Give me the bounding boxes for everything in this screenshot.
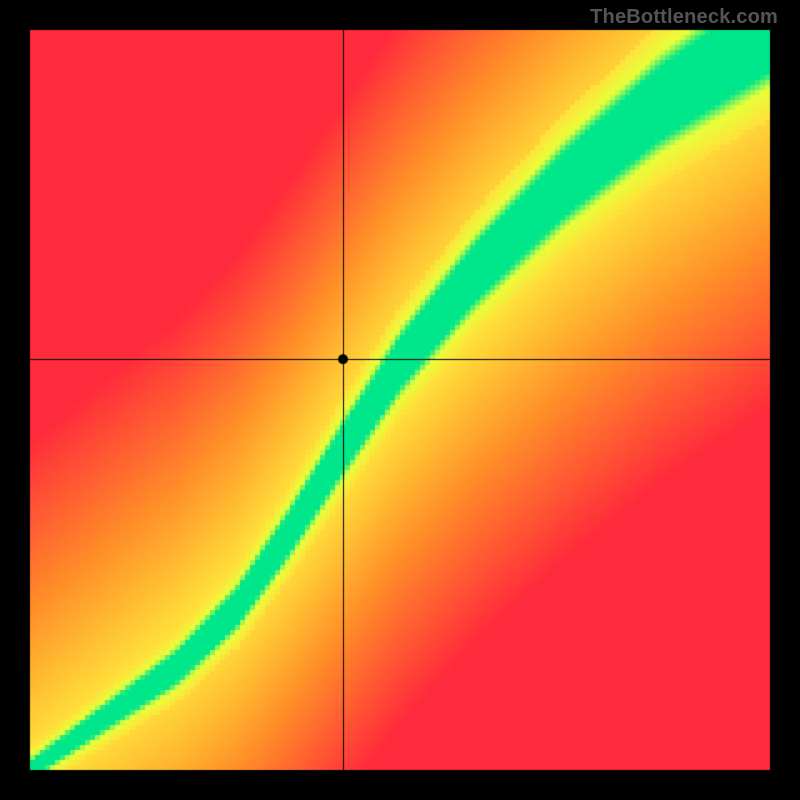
heatmap-canvas [0, 0, 800, 800]
watermark-text: TheBottleneck.com [590, 6, 778, 29]
chart-container: TheBottleneck.com [0, 0, 800, 800]
